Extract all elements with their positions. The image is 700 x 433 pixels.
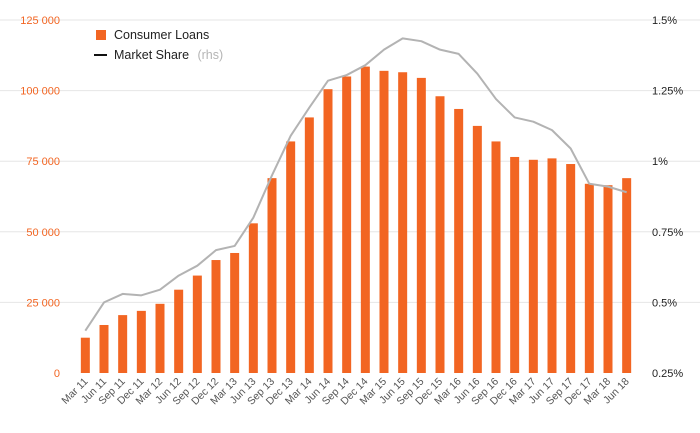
- left-tick-label: 75 000: [26, 156, 60, 168]
- bar: [584, 183, 594, 373]
- legend-swatch-bar: [96, 30, 106, 40]
- bar: [267, 178, 277, 373]
- right-tick-label: 0.75%: [652, 227, 683, 239]
- bar: [174, 289, 184, 373]
- bar: [99, 324, 109, 373]
- right-axis-ticks: 0.25% 0.5% 0.75% 1% 1.25% 1.5%: [652, 15, 683, 380]
- legend-label-line-suffix: (rhs): [197, 48, 223, 62]
- bar: [360, 66, 370, 373]
- left-tick-label: 100 000: [20, 86, 60, 98]
- bar: [286, 141, 296, 373]
- right-tick-label: 0.5%: [652, 297, 677, 309]
- bar: [379, 70, 389, 373]
- bar: [491, 141, 501, 373]
- bar: [211, 260, 221, 373]
- bar: [622, 178, 632, 373]
- legend: Consumer Loans Market Share (rhs): [94, 28, 223, 63]
- left-tick-label: 125 000: [20, 15, 60, 27]
- left-tick-label: 0: [54, 368, 60, 380]
- bar: [435, 96, 445, 374]
- bar: [230, 252, 240, 373]
- right-tick-label: 0.25%: [652, 368, 683, 380]
- bar: [472, 125, 482, 374]
- bar: [155, 303, 165, 373]
- market-share-line: [84, 37, 627, 332]
- legend-label-bar: Consumer Loans: [114, 28, 209, 42]
- left-tick-label: 50 000: [26, 227, 60, 239]
- bar: [547, 158, 557, 373]
- legend-label-line-group: Market Share (rhs): [114, 46, 223, 63]
- bar: [342, 76, 352, 373]
- bar: [192, 275, 202, 373]
- bar: [416, 77, 426, 373]
- right-tick-label: 1.25%: [652, 86, 683, 98]
- bar: [248, 223, 258, 373]
- left-tick-label: 25 000: [26, 297, 60, 309]
- legend-label-line: Market Share: [114, 48, 189, 62]
- bar: [398, 72, 408, 373]
- right-tick-label: 1%: [652, 156, 668, 168]
- bar: [80, 337, 90, 373]
- bar-series: [80, 66, 632, 374]
- bar: [323, 89, 333, 374]
- left-axis-ticks: 0 25 000 50 000 75 000 100 000 125 000: [20, 15, 60, 380]
- bar: [510, 156, 520, 373]
- bar: [118, 315, 128, 373]
- bar: [304, 117, 314, 373]
- bar: [603, 185, 613, 373]
- bar: [566, 164, 576, 373]
- bar: [528, 159, 538, 373]
- right-tick-label: 1.5%: [652, 15, 677, 27]
- bar: [454, 108, 464, 374]
- line-series: [84, 37, 627, 332]
- bar: [136, 310, 146, 373]
